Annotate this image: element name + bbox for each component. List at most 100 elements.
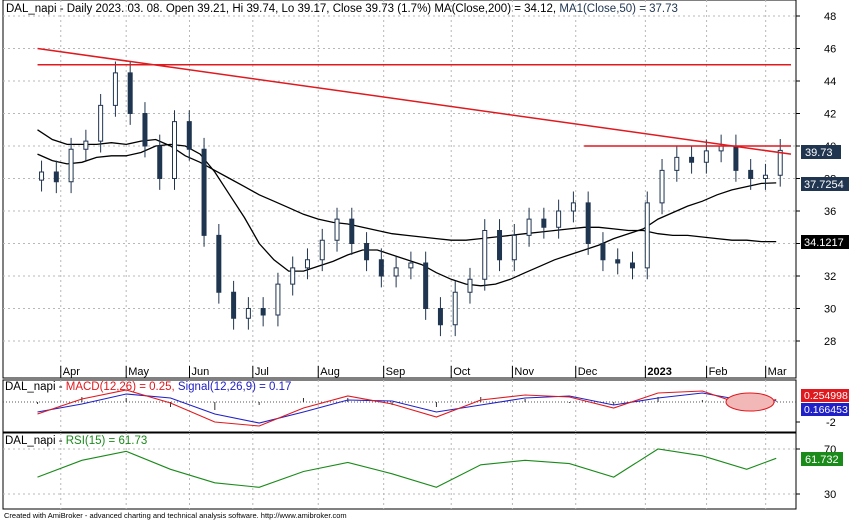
svg-text:37.7254: 37.7254	[804, 179, 844, 191]
candle-body	[231, 291, 237, 319]
rsi-series	[37, 448, 777, 488]
candle-body	[585, 202, 591, 244]
candle-series	[39, 61, 783, 337]
price-pane	[2, 0, 797, 379]
candle-body	[290, 267, 296, 285]
price-tick-label: 28	[824, 336, 836, 348]
candle-body	[437, 308, 443, 326]
date-tick-label: 2023	[647, 366, 671, 378]
date-tick-label: Oct	[453, 366, 470, 378]
date-tick-label: Dec	[578, 366, 598, 378]
candle-body	[68, 148, 74, 183]
candle-body	[659, 169, 665, 204]
candle-body	[157, 145, 163, 179]
candle-body	[733, 145, 739, 171]
price-tick-label: 46	[824, 44, 836, 56]
macd-tick-label: -2	[826, 417, 836, 429]
macd-line	[37, 389, 777, 427]
rsi-header: DAL_napi - RSI(15) = 61.73	[5, 435, 147, 447]
price-tick-label: 36	[824, 206, 836, 218]
date-x-axis: Apr May Jun Jul Aug Sep Oct Nov Dec 2023 Feb Mar	[60, 366, 787, 378]
rsi-grid	[3, 433, 796, 509]
price-tick-label: 30	[824, 304, 836, 316]
close-value-label: 39.73	[801, 145, 841, 159]
candle-body	[748, 169, 754, 179]
candle-body	[201, 148, 207, 236]
ma50-series	[37, 143, 777, 287]
candle-body	[127, 72, 133, 114]
candle-body	[304, 259, 310, 269]
price-tick-label: 32	[824, 271, 836, 283]
trendlines	[37, 47, 792, 155]
ma200-value-label: 34.1217	[801, 235, 849, 249]
candle-body	[526, 218, 532, 236]
date-tick-label: Mar	[768, 366, 787, 378]
candle-body	[762, 174, 768, 179]
candle-body	[541, 218, 547, 228]
candle-body	[98, 104, 104, 142]
candle-body	[112, 72, 118, 106]
candle-body	[53, 171, 59, 183]
candle-body	[142, 113, 148, 147]
candle-body	[393, 267, 399, 277]
date-tick-label: Jun	[192, 366, 210, 378]
macd-highlight-ellipse	[725, 392, 775, 412]
signal-value-label: 0.166453	[801, 403, 849, 416]
candle-body	[615, 259, 621, 264]
date-tick-label: Jul	[255, 366, 269, 378]
ma50-line	[37, 143, 777, 287]
rsi-pane	[2, 432, 797, 510]
candle-body	[467, 278, 473, 293]
ma200-series	[37, 129, 777, 243]
price-tick-label: 48	[824, 11, 836, 23]
svg-text:61.732: 61.732	[805, 454, 839, 466]
candle-body	[319, 239, 325, 261]
candle-body	[570, 202, 576, 212]
price-header: DAL_napi - Daily 2023. 03. 08. Open 39.2…	[6, 3, 678, 15]
candle-body	[482, 230, 488, 280]
date-tick-label: Apr	[63, 366, 80, 378]
candle-body	[423, 262, 429, 309]
candle-body	[334, 218, 340, 241]
svg-text:0.254998: 0.254998	[804, 390, 848, 402]
resistance-trendline	[37, 47, 792, 155]
date-tick-label: Aug	[320, 366, 340, 378]
candle-body	[511, 234, 517, 261]
candle-body	[245, 308, 251, 319]
svg-text:39.73: 39.73	[805, 147, 833, 159]
candle-body	[408, 262, 414, 269]
candle-body	[497, 230, 503, 261]
price-tick-label: 42	[824, 109, 836, 121]
macd-y-axis: -2	[796, 417, 836, 429]
price-tick-label: 44	[824, 76, 836, 88]
candle-body	[600, 243, 606, 261]
candle-body	[275, 283, 281, 316]
ma50-value-label: 37.7254	[801, 177, 849, 191]
date-tick-label: Nov	[514, 366, 534, 378]
footer-credit: Created with AmiBroker - advanced charti…	[4, 511, 347, 520]
candle-body	[39, 171, 45, 181]
date-tick-label: Sep	[386, 366, 406, 378]
rsi-value-label: 61.732	[801, 452, 843, 466]
candle-body	[629, 262, 635, 269]
candle-body	[364, 243, 370, 261]
date-tick-label: Feb	[709, 366, 728, 378]
macd-header: DAL_napi - MACD(12,26) = 0.25, Signal(12…	[5, 381, 291, 393]
candle-body	[689, 156, 695, 163]
rsi-tick-label: 30	[824, 489, 836, 501]
candle-body	[186, 121, 192, 150]
candle-body	[83, 140, 89, 150]
ma200-line	[37, 129, 777, 243]
date-tick-label: May	[128, 366, 149, 378]
candle-body	[260, 308, 266, 316]
candle-body	[556, 210, 562, 228]
rsi-line	[37, 448, 777, 488]
candle-body	[452, 291, 458, 326]
candle-body	[703, 150, 709, 163]
candle-body	[378, 259, 384, 277]
macd-value-label: 0.254998	[801, 389, 849, 402]
candle-body	[644, 202, 650, 269]
signal-line	[37, 392, 777, 424]
candle-body	[216, 234, 222, 293]
